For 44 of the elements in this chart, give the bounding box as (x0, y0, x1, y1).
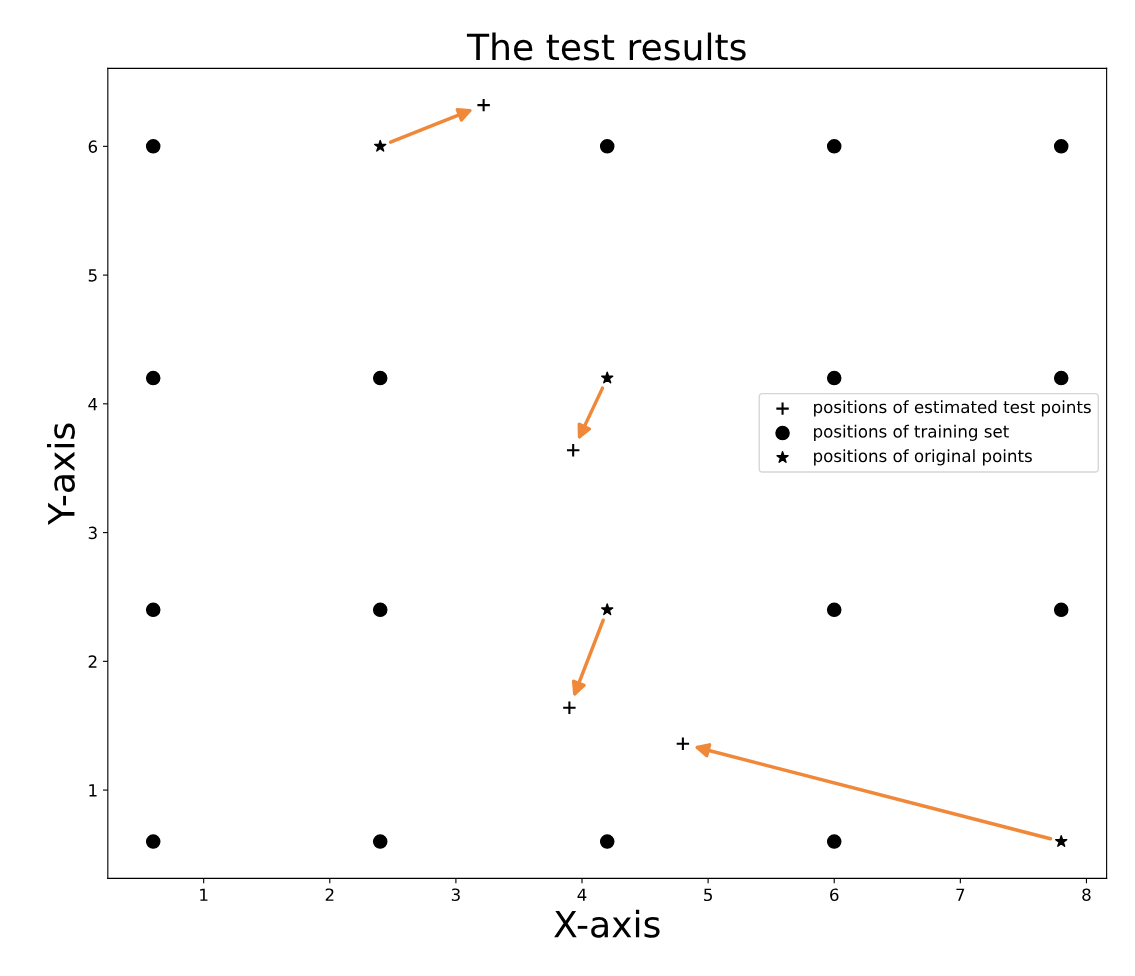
point (372, 834, 388, 849)
y-tick-label: 2 (88, 655, 97, 668)
point (145, 370, 161, 386)
point (601, 371, 614, 384)
y-tick-label: 1 (89, 784, 97, 797)
legend-label: positions of estimated test points (814, 400, 1091, 417)
x-tick-label: 2 (325, 888, 334, 901)
legend-label: positions of original points (814, 449, 1032, 466)
point (826, 602, 842, 618)
point (145, 834, 161, 849)
point (826, 370, 842, 386)
point (372, 602, 388, 618)
x-tick-label: 8 (1082, 888, 1091, 902)
legend-label: positions of training set (814, 424, 1009, 441)
point (599, 139, 615, 154)
y-tick-label: 3 (88, 526, 97, 540)
point (1053, 370, 1069, 386)
point (826, 139, 842, 154)
point (565, 442, 581, 458)
y-tick-label: 5 (88, 269, 97, 282)
x-tick-label: 5 (704, 888, 712, 902)
y-tick-label: 6 (88, 140, 98, 153)
point (1055, 835, 1068, 847)
x-tick-label: 3 (451, 888, 460, 902)
point (675, 736, 691, 751)
point (145, 602, 161, 618)
x-tick-label: 6 (830, 888, 839, 902)
chart-title: The test results (466, 32, 746, 61)
x-tick-label: 4 (577, 888, 587, 901)
point (826, 834, 842, 849)
point (374, 139, 387, 152)
point (562, 700, 577, 715)
x-tick-label: 7 (956, 888, 965, 901)
point (599, 834, 615, 849)
point (372, 370, 388, 386)
x-tick-label: 1 (200, 888, 208, 901)
point (476, 97, 491, 113)
point (145, 139, 161, 154)
point (601, 603, 614, 616)
x-axis-title: X-axis (554, 909, 660, 938)
y-axis-title: Y-axis (46, 423, 75, 525)
point (1053, 602, 1069, 618)
point (1053, 139, 1069, 154)
y-tick-label: 4 (88, 398, 98, 411)
